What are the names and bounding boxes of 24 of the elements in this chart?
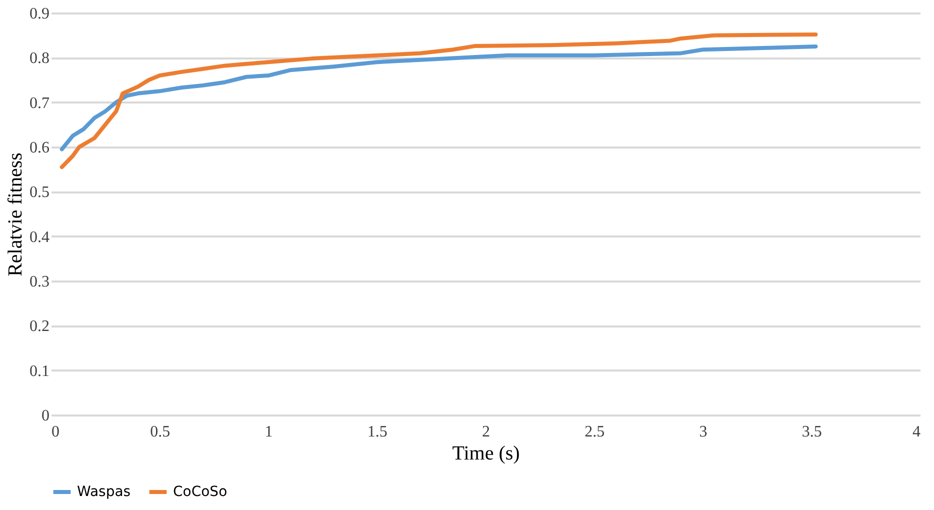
y-tick-label: 0.1 xyxy=(30,362,50,380)
y-tick-label: 0.7 xyxy=(30,94,50,112)
x-tick-label: 1.5 xyxy=(367,424,388,440)
y-tick-label: 0 xyxy=(42,408,50,424)
line-series xyxy=(60,32,818,170)
y-tick-label: 0.5 xyxy=(30,184,50,202)
y-axis-title: Relatvie fitness xyxy=(4,152,26,276)
x-axis-title: Time (s) xyxy=(452,442,520,464)
y-tick-label: 0.6 xyxy=(30,140,50,156)
x-tick-label: 3.5 xyxy=(802,424,822,440)
x-tick-label: 2 xyxy=(482,424,490,440)
line-series xyxy=(60,44,818,152)
legend-label: Waspas xyxy=(77,484,131,500)
x-tick-label: 3 xyxy=(699,424,708,440)
legend-label: CoCoSo xyxy=(173,484,228,500)
y-tick-label: 0.9 xyxy=(30,6,50,22)
y-tick-label: 0.3 xyxy=(30,274,50,290)
x-tick-label: 0.5 xyxy=(150,424,170,440)
x-tick-label: 2.5 xyxy=(584,424,605,440)
y-tick-label: 0.2 xyxy=(30,318,50,336)
y-tick-label: 0.8 xyxy=(30,50,50,68)
y-tick-label: 0.4 xyxy=(30,228,50,246)
x-tick-label: 1 xyxy=(264,424,273,440)
x-tick-label: 4 xyxy=(912,424,920,440)
